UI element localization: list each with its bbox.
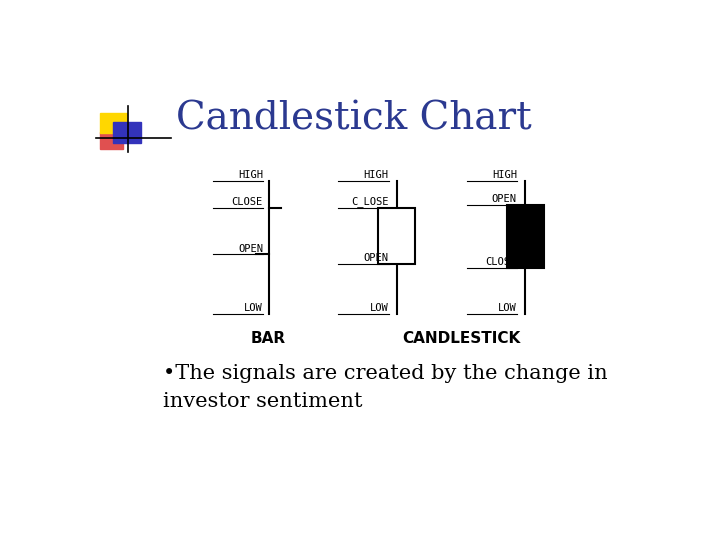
- Text: LOW: LOW: [370, 303, 389, 313]
- Text: HIGH: HIGH: [492, 171, 517, 180]
- Text: OPEN: OPEN: [364, 253, 389, 263]
- Bar: [114, 122, 141, 143]
- Bar: [507, 205, 544, 268]
- Text: C_LOSE: C_LOSE: [351, 196, 389, 207]
- Text: HIGH: HIGH: [238, 171, 263, 180]
- Text: •The signals are created by the change in
investor sentiment: •The signals are created by the change i…: [163, 364, 607, 411]
- Text: Candlestick Chart: Candlestick Chart: [176, 100, 532, 137]
- Text: LOW: LOW: [498, 303, 517, 313]
- Bar: [100, 132, 124, 149]
- Text: OPEN: OPEN: [238, 244, 263, 254]
- Bar: [100, 113, 127, 133]
- Text: LOW: LOW: [244, 303, 263, 313]
- Text: CANDLESTICK: CANDLESTICK: [402, 331, 520, 346]
- Text: CLOSE: CLOSE: [232, 197, 263, 207]
- Text: CLOSE: CLOSE: [485, 257, 517, 267]
- Text: HIGH: HIGH: [364, 171, 389, 180]
- Text: OPEN: OPEN: [492, 194, 517, 204]
- Bar: [379, 208, 415, 264]
- Text: BAR: BAR: [251, 331, 286, 346]
